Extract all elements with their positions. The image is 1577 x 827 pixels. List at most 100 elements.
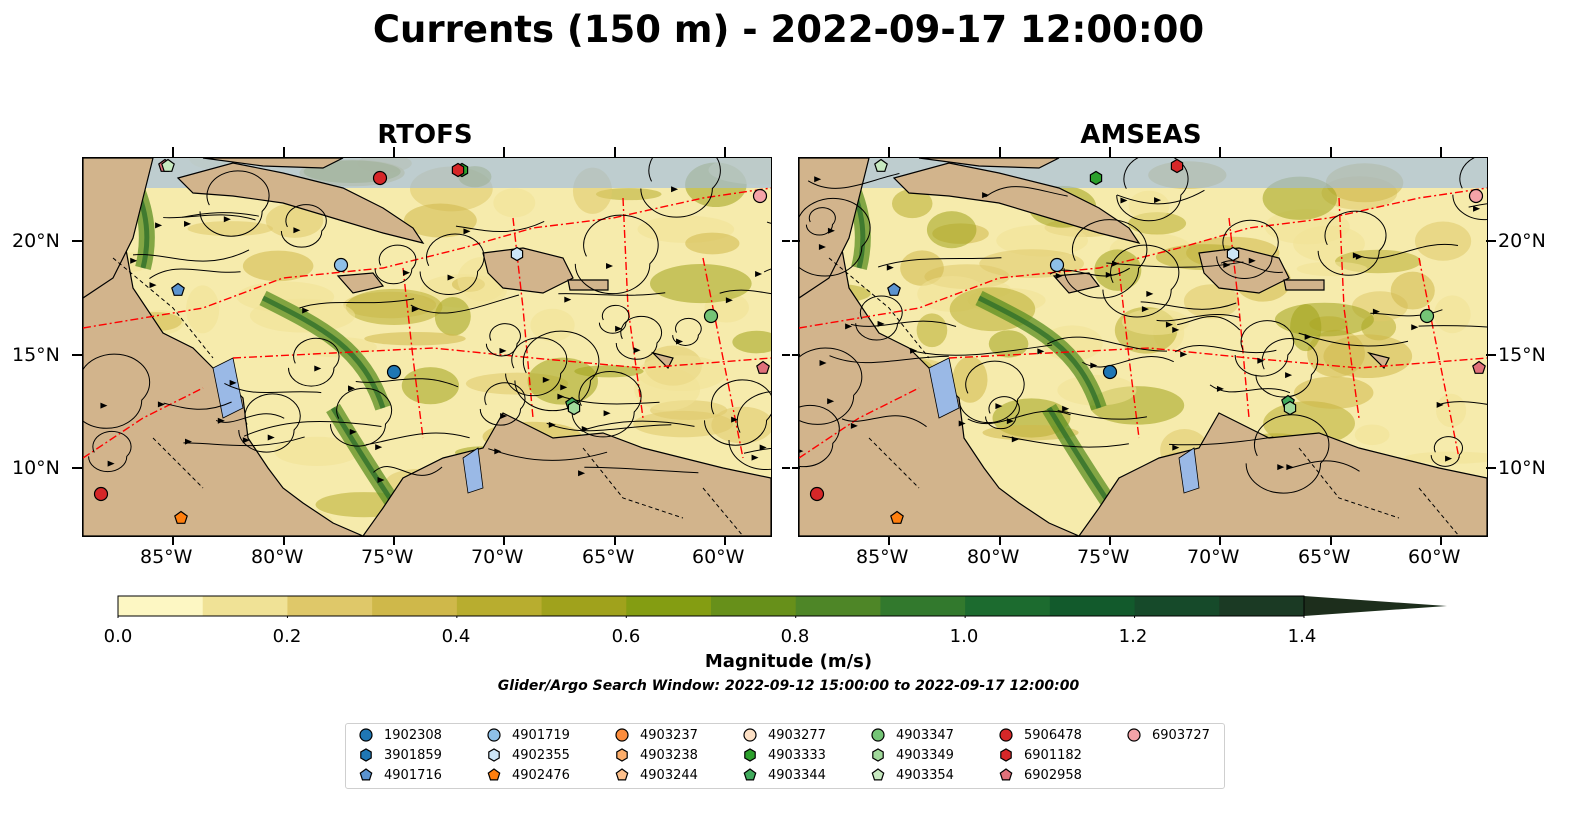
lat-tick-label: 20°N xyxy=(1498,230,1546,252)
circle-marker-icon xyxy=(615,728,629,742)
land-mass xyxy=(1052,272,1101,294)
legend-label: 6903727 xyxy=(1152,727,1210,743)
circle-marker-icon xyxy=(999,728,1013,742)
land-mass xyxy=(918,158,1060,169)
lon-tick-label: 65°W xyxy=(1298,546,1351,568)
float-marker xyxy=(1089,170,1103,186)
float-marker xyxy=(161,158,175,172)
float-marker xyxy=(567,400,581,416)
colorbar-segment xyxy=(287,596,373,616)
float-marker xyxy=(1170,158,1184,174)
legend-label: 4903237 xyxy=(640,727,698,743)
colorbar xyxy=(117,595,1447,618)
map-panel-rtofs xyxy=(82,157,772,537)
float-marker xyxy=(1102,364,1118,380)
legend-item: 5906478 xyxy=(998,726,1082,744)
legend-item: 6901182 xyxy=(998,746,1082,764)
legend-item: 4903344 xyxy=(742,766,826,784)
circle-marker-icon xyxy=(1127,728,1141,742)
legend-label: 4903244 xyxy=(640,767,698,783)
current-map xyxy=(83,158,771,536)
pentagon-marker-icon xyxy=(615,768,629,781)
land-mass xyxy=(799,217,1080,536)
lat-tick-label: 15°N xyxy=(12,344,60,366)
lon-tick-label: 75°W xyxy=(361,546,414,568)
pentagon-marker-icon xyxy=(871,768,885,781)
pentagon-marker-icon xyxy=(999,768,1013,781)
circle-marker-icon xyxy=(487,728,501,742)
circle-marker-icon xyxy=(871,728,885,742)
land-mass xyxy=(176,162,425,244)
figure-title: Currents (150 m) - 2022-09-17 12:00:00 xyxy=(372,8,1205,51)
panel-title-rtofs: RTOFS xyxy=(377,120,473,150)
colorbar-tick-label: 0.8 xyxy=(780,626,810,647)
colorbar-segment xyxy=(965,596,1051,616)
land-mass xyxy=(336,272,385,294)
lon-tick-label: 80°W xyxy=(967,546,1020,568)
colorbar-segment xyxy=(795,596,882,616)
legend-label: 5906478 xyxy=(1024,727,1082,743)
map-panel-amseas xyxy=(798,157,1488,537)
float-marker xyxy=(874,158,888,172)
legend-item: 4903237 xyxy=(614,726,698,744)
legend-label: 4903333 xyxy=(768,747,826,763)
land-mass xyxy=(362,412,771,536)
float-marker xyxy=(171,282,185,296)
legend-item: 4903244 xyxy=(614,766,698,784)
float-marker xyxy=(1049,257,1065,273)
lon-tick-label: 60°W xyxy=(1408,546,1461,568)
float-marker xyxy=(1283,400,1297,416)
colorbar-tick-label: 0.4 xyxy=(441,626,471,647)
legend-item: 4903354 xyxy=(870,766,954,784)
float-marker xyxy=(1472,360,1486,374)
float-marker xyxy=(887,282,901,296)
legend-item: 4902355 xyxy=(486,746,570,764)
lon-tick-label: 85°W xyxy=(140,546,193,568)
current-map xyxy=(799,158,1487,536)
legend-label: 1902308 xyxy=(384,727,442,743)
land-mass xyxy=(83,158,154,299)
legend-item: 4903238 xyxy=(614,746,698,764)
float-marker xyxy=(752,188,768,204)
legend-label: 4903347 xyxy=(896,727,954,743)
lat-tick-label: 20°N xyxy=(12,230,60,252)
land-mass xyxy=(202,158,344,169)
float-marker xyxy=(510,246,524,262)
land-mass xyxy=(83,217,364,536)
float-marker xyxy=(890,510,904,524)
colorbar-segment xyxy=(456,596,543,616)
legend-item: 1902308 xyxy=(358,726,442,744)
colorbar-tick-label: 1.2 xyxy=(1118,626,1148,647)
legend-label: 4901719 xyxy=(512,727,570,743)
legend-label: 4903277 xyxy=(768,727,826,743)
hexagon-marker-icon xyxy=(360,748,372,762)
legend-item: 4903277 xyxy=(742,726,826,744)
float-marker xyxy=(1468,188,1484,204)
hexagon-marker-icon xyxy=(744,748,756,762)
hexagon-marker-icon xyxy=(616,748,628,762)
legend-label: 4902476 xyxy=(512,767,570,783)
colorbar-segment xyxy=(118,596,204,616)
lon-tick-label: 70°W xyxy=(471,546,524,568)
float-marker xyxy=(174,510,188,524)
colorbar-segment xyxy=(1134,596,1220,616)
float-marker xyxy=(809,486,825,502)
lon-tick-label: 60°W xyxy=(692,546,745,568)
circle-marker-icon xyxy=(743,728,757,742)
colorbar-extend-arrow xyxy=(1304,596,1447,616)
land-mass xyxy=(1367,351,1390,370)
lon-tick-label: 65°W xyxy=(582,546,635,568)
colorbar-title: Magnitude (m/s) xyxy=(704,651,873,672)
colorbar-tick-label: 0.6 xyxy=(611,626,641,647)
colorbar-tick-label: 1.4 xyxy=(1287,626,1317,647)
colorbar-tick-label: 0.0 xyxy=(103,626,133,647)
hexagon-marker-icon xyxy=(1000,748,1012,762)
hexagon-marker-icon xyxy=(872,748,884,762)
land-mass xyxy=(892,162,1141,244)
float-marker xyxy=(333,257,349,273)
legend-item: 4903349 xyxy=(870,746,954,764)
float-marker xyxy=(93,486,109,502)
colorbar-segment xyxy=(541,596,627,616)
legend-label: 4902355 xyxy=(512,747,570,763)
lat-tick-label: 10°N xyxy=(1498,457,1546,479)
